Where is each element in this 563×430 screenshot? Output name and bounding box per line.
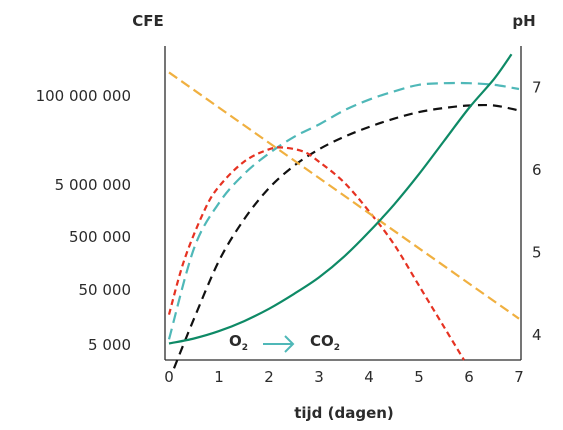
- y-right-tick-label: 4: [532, 326, 542, 344]
- y-left-tick-label: 500 000: [69, 228, 131, 246]
- x-tick-label: 1: [214, 368, 224, 386]
- x-axis-title: tijd (dagen): [294, 404, 394, 422]
- x-tick-label: 7: [514, 368, 524, 386]
- series-line-0: [167, 81, 520, 340]
- series-line-3: [168, 71, 520, 320]
- x-tick-label: 4: [364, 368, 374, 386]
- legend-from-label: O2: [229, 332, 248, 353]
- y-right-tick-label: 6: [532, 161, 542, 179]
- x-tick-label: 3: [314, 368, 324, 386]
- y-left-tick-label: 50 000: [79, 281, 132, 299]
- series-line-4: [168, 53, 513, 345]
- y-right-tick-label: 7: [532, 78, 542, 96]
- gas-legend: O2 CO2: [229, 332, 340, 353]
- arrow-icon: [263, 335, 295, 353]
- axes: [164, 46, 522, 361]
- series-line-2: [167, 146, 465, 361]
- y-left-tick-label: 5 000: [88, 336, 131, 354]
- x-tick-label: 2: [264, 368, 274, 386]
- legend-arrow-head: [284, 335, 295, 353]
- y-axis-left-title: CFE: [132, 12, 164, 30]
- series-layer: [167, 53, 520, 369]
- y-left-tick-label: 100 000 000: [36, 87, 131, 105]
- x-tick-label: 0: [164, 368, 174, 386]
- y-left-tick-label: 5 000 000: [55, 176, 131, 194]
- y-axis-right-ticks: 4 5 6 7: [532, 78, 542, 344]
- x-tick-label: 5: [414, 368, 424, 386]
- y-right-tick-label: 5: [532, 244, 542, 262]
- legend-to-label: CO2: [310, 332, 340, 353]
- y-axis-left-ticks: 5 000 50 000 500 000 5 000 000 100 000 000: [36, 87, 131, 354]
- x-tick-label: 6: [464, 368, 474, 386]
- y-axis-right-title: pH: [512, 12, 535, 30]
- x-axis-ticks: 0 1 2 3 4 5 6 7: [164, 368, 524, 386]
